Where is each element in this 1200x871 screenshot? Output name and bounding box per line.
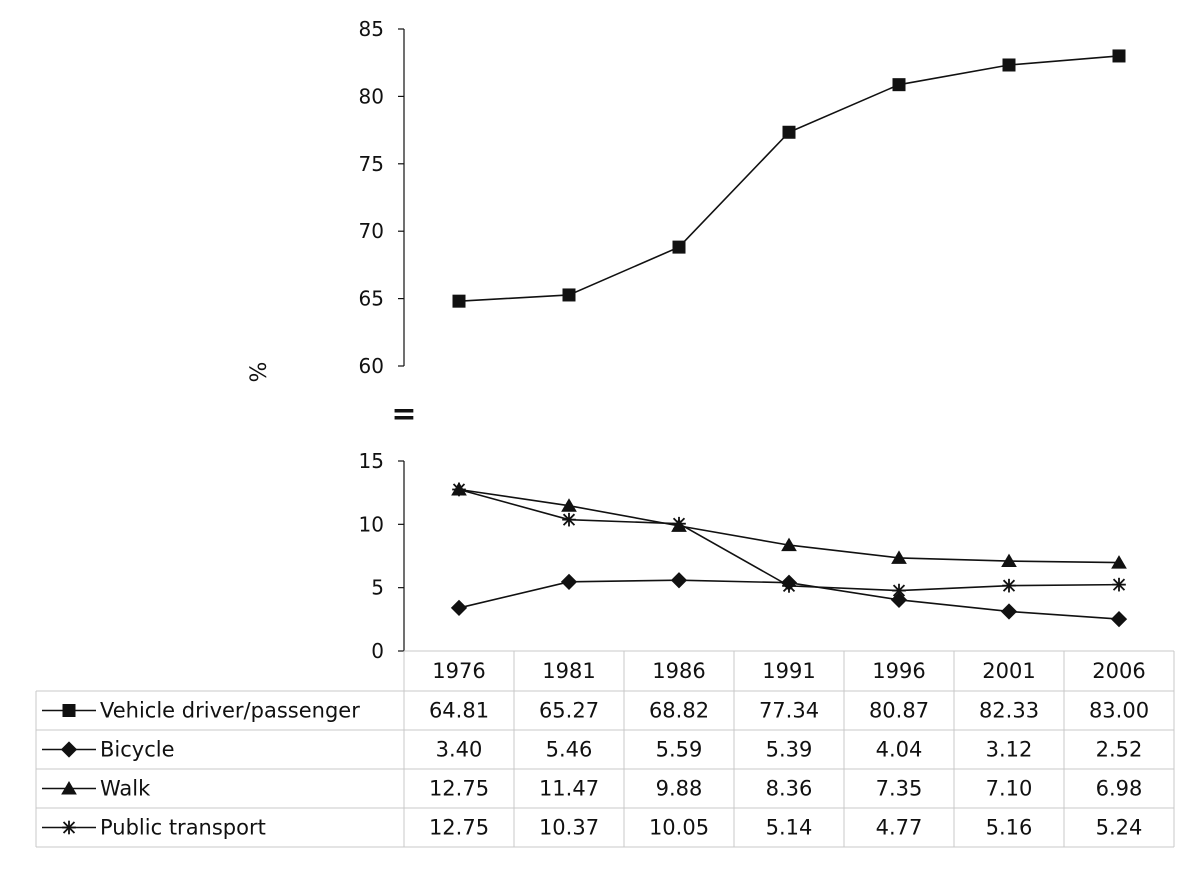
data-point	[1112, 577, 1126, 592]
data-label: 5.16	[986, 816, 1033, 840]
data-label: 77.34	[759, 699, 819, 723]
data-label: 83.00	[1089, 699, 1149, 723]
data-point	[781, 537, 797, 552]
upper-y-tick-label: 80	[359, 84, 384, 108]
x-tick-label: 2001	[982, 659, 1035, 683]
data-label: 6.98	[1096, 777, 1143, 801]
legend-marker	[62, 820, 76, 835]
data-point	[782, 579, 796, 593]
data-point	[562, 288, 576, 302]
data-point	[452, 294, 466, 308]
data-point	[1000, 603, 1018, 620]
data-label: 10.37	[539, 816, 599, 840]
data-point	[1112, 49, 1126, 63]
legend-marker	[61, 781, 77, 795]
legend-label: Public transport	[100, 816, 266, 840]
data-label: 5.39	[766, 738, 813, 762]
axis-break-symbol: =	[391, 397, 416, 432]
x-tick-label: 1976	[432, 659, 485, 683]
data-point	[672, 240, 686, 254]
data-point	[1001, 553, 1017, 568]
data-label: 7.35	[876, 777, 923, 801]
data-label: 4.04	[876, 738, 923, 762]
data-point	[892, 583, 906, 598]
legend-label: Bicycle	[100, 738, 175, 762]
legend-label: Walk	[100, 777, 151, 801]
upper-y-tick-label: 65	[359, 287, 384, 311]
lower-y-tick-label: 0	[371, 639, 384, 663]
upper-y-tick-label: 70	[359, 219, 384, 243]
data-label: 9.88	[656, 777, 703, 801]
data-label: 2.52	[1096, 738, 1143, 762]
legend-label: Vehicle driver/passenger	[100, 699, 360, 723]
x-tick-label: 1981	[542, 659, 595, 683]
lower-panel: 0 5 10 15	[359, 449, 1128, 663]
data-label: 11.47	[539, 777, 599, 801]
data-point	[452, 482, 466, 497]
data-point	[672, 516, 686, 531]
data-label: 5.46	[546, 738, 593, 762]
data-label: 7.10	[986, 777, 1033, 801]
data-point	[670, 572, 688, 589]
x-tick-label: 1986	[652, 659, 705, 683]
data-point	[560, 573, 578, 590]
data-point	[1002, 578, 1016, 593]
data-label: 3.40	[436, 738, 483, 762]
data-point	[891, 550, 907, 564]
data-label: 64.81	[429, 699, 489, 723]
lower-y-tick-label: 15	[359, 449, 384, 473]
data-point	[1111, 555, 1127, 569]
data-label: 5.59	[656, 738, 703, 762]
data-label: 12.75	[429, 777, 489, 801]
data-point	[782, 125, 796, 139]
upper-panel: 60 65 70 75 80 85	[359, 17, 1126, 378]
data-label: 65.27	[539, 699, 599, 723]
lower-y-tick-label: 5	[371, 576, 384, 600]
y-axis-label: %	[247, 362, 272, 383]
data-label: 3.12	[986, 738, 1033, 762]
data-label: 80.87	[869, 699, 929, 723]
data-point	[562, 512, 576, 527]
legend-marker	[62, 704, 76, 717]
data-point	[450, 599, 468, 617]
x-tick-label: 1996	[872, 659, 925, 683]
data-label: 4.77	[876, 816, 923, 840]
data-label: 10.05	[649, 816, 709, 840]
data-point	[1002, 58, 1016, 72]
data-label: 5.14	[766, 816, 813, 840]
x-tick-label: 1991	[762, 659, 815, 683]
x-tick-label: 2006	[1092, 659, 1145, 683]
data-point	[561, 498, 577, 512]
data-label: 68.82	[649, 699, 709, 723]
upper-y-tick-label: 85	[359, 17, 384, 41]
data-label: 8.36	[766, 777, 813, 801]
series-line-0	[458, 55, 1120, 302]
data-point	[1110, 610, 1128, 628]
data-label: 12.75	[429, 816, 489, 840]
data-table: 1976 1981 1986 1991 1996 2001 2006 Vehicle driv…	[35, 650, 1175, 848]
upper-y-tick-label: 75	[359, 152, 384, 176]
data-point	[892, 78, 906, 92]
data-label: 5.24	[1096, 816, 1143, 840]
data-label: 82.33	[979, 699, 1039, 723]
legend-marker	[60, 741, 78, 758]
series-line-2	[458, 488, 1120, 564]
upper-y-tick-label: 60	[359, 354, 384, 378]
lower-y-tick-label: 10	[359, 512, 384, 536]
